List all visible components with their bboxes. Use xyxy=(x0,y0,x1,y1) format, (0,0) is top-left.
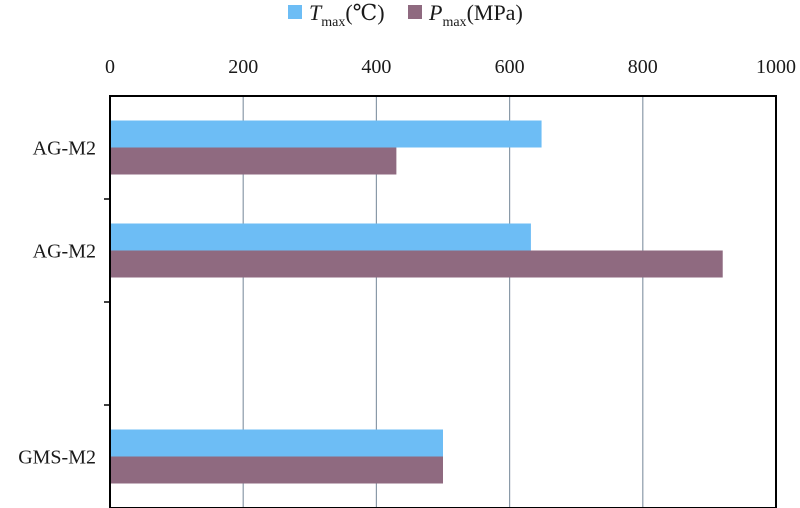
x-tick-label: 400 xyxy=(361,56,391,78)
bars xyxy=(110,120,723,484)
x-axis-ticks: 0 200 400 600 800 1000 xyxy=(105,56,796,78)
y-axis-ticks xyxy=(104,198,110,406)
legend-label: Tmax(℃) xyxy=(309,0,385,30)
category-label: GMS-M2 xyxy=(18,447,96,469)
legend-label: Pmax(MPa) xyxy=(428,0,523,30)
category-labels: AG-M2 AG-M2 GMS-M2 xyxy=(18,138,96,469)
bar-pmax xyxy=(110,147,397,175)
x-tick-label: 0 xyxy=(105,56,115,78)
category-label: AG-M2 xyxy=(33,138,96,160)
bar-tmax xyxy=(110,120,542,148)
bar-tmax xyxy=(110,223,531,251)
x-tick-label: 600 xyxy=(495,56,525,78)
bar-pmax xyxy=(110,250,723,278)
category-label: AG-M2 xyxy=(33,241,96,263)
bar-tmax xyxy=(110,429,443,457)
legend-swatch xyxy=(288,5,302,19)
x-tick-label: 1000 xyxy=(756,56,796,78)
bar-pmax xyxy=(110,456,443,484)
legend-swatch xyxy=(408,5,422,19)
x-tick-label: 800 xyxy=(628,56,658,78)
x-tick-label: 200 xyxy=(228,56,258,78)
legend: Tmax(℃) Pmax(MPa) xyxy=(288,0,523,30)
